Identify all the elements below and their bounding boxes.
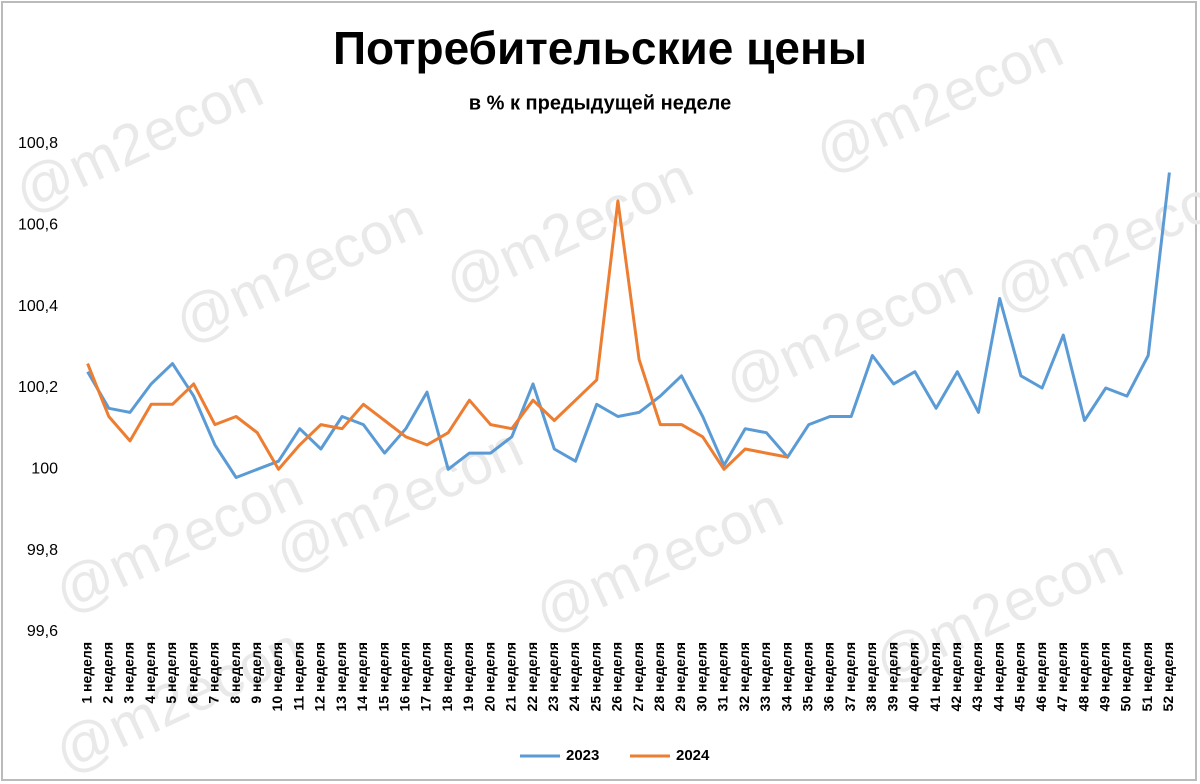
y-tick-label: 100,6 (18, 217, 58, 234)
x-tick-label: 48 неделя (1075, 642, 1091, 711)
x-tick-label: 33 неделя (757, 642, 773, 711)
x-tick-label: 8 неделя (227, 642, 243, 704)
x-tick-label: 23 неделя (545, 642, 561, 711)
x-tick-label: 32 неделя (736, 642, 752, 711)
x-tick-label: 22 неделя (524, 642, 540, 711)
chart-subtitle: в % к предыдущей неделе (469, 92, 731, 114)
x-tick-label: 37 неделя (842, 642, 858, 711)
legend-label: 2023 (566, 747, 599, 764)
x-tick-label: 44 неделя (990, 642, 1006, 711)
x-tick-label: 11 неделя (290, 642, 306, 711)
x-tick-label: 17 неделя (418, 642, 434, 711)
x-tick-label: 14 неделя (354, 642, 370, 711)
x-tick-label: 10 неделя (269, 642, 285, 711)
x-tick-label: 18 неделя (439, 642, 455, 711)
x-tick-label: 12 неделя (312, 642, 328, 711)
x-tick-label: 39 неделя (884, 642, 900, 711)
x-tick-label: 9 неделя (248, 642, 264, 704)
x-tick-label: 51 неделя (1139, 642, 1155, 711)
x-tick-label: 34 неделя (778, 642, 794, 711)
x-tick-label: 3 неделя (121, 642, 137, 704)
x-tick-label: 4 неделя (142, 642, 158, 704)
y-tick-label: 99,8 (27, 542, 58, 559)
y-tick-label: 100,8 (18, 135, 58, 152)
y-tick-label: 100 (31, 461, 58, 478)
x-tick-label: 19 неделя (460, 642, 476, 711)
x-tick-label: 47 неделя (1054, 642, 1070, 711)
y-tick-label: 100,2 (18, 379, 58, 396)
x-tick-label: 49 неделя (1096, 642, 1112, 711)
x-tick-label: 42 неделя (948, 642, 964, 711)
x-tick-label: 1 неделя (78, 642, 94, 704)
x-tick-label: 28 неделя (651, 642, 667, 711)
x-tick-label: 16 неделя (396, 642, 412, 711)
series-line (86, 172, 1171, 479)
x-tick-label: 40 неделя (906, 642, 922, 711)
x-tick-label: 50 неделя (1118, 642, 1134, 711)
x-tick-label: 41 неделя (927, 642, 943, 711)
y-tick-label: 100,4 (18, 298, 58, 315)
x-tick-label: 21 неделя (503, 642, 519, 711)
x-tick-label: 30 неделя (693, 642, 709, 711)
x-tick-label: 45 неделя (1012, 642, 1028, 711)
x-tick-label: 13 неделя (333, 642, 349, 711)
chart-title: Потребительские цены (333, 22, 867, 74)
x-tick-label: 20 неделя (481, 642, 497, 711)
x-tick-label: 43 неделя (969, 642, 985, 711)
x-tick-label: 29 неделя (672, 642, 688, 711)
x-tick-label: 36 неделя (821, 642, 837, 711)
x-tick-label: 2 неделя (100, 642, 116, 704)
x-tick-label: 31 неделя (715, 642, 731, 711)
x-tick-label: 7 неделя (206, 642, 222, 704)
x-tick-label: 15 неделя (375, 642, 391, 711)
x-tick-label: 38 неделя (863, 642, 879, 711)
x-tick-label: 6 неделя (184, 642, 200, 704)
x-tick-label: 27 неделя (630, 642, 646, 711)
x-tick-label: 25 неделя (587, 642, 603, 711)
x-tick-label: 35 неделя (800, 642, 816, 711)
series-line (86, 199, 788, 471)
x-tick-label: 26 неделя (609, 642, 625, 711)
x-tick-label: 52 неделя (1160, 642, 1176, 711)
legend-label: 2024 (676, 747, 710, 764)
x-tick-label: 5 неделя (163, 642, 179, 704)
x-tick-label: 46 неделя (1033, 642, 1049, 711)
x-tick-label: 24 неделя (566, 642, 582, 711)
y-tick-label: 99,6 (27, 623, 58, 640)
